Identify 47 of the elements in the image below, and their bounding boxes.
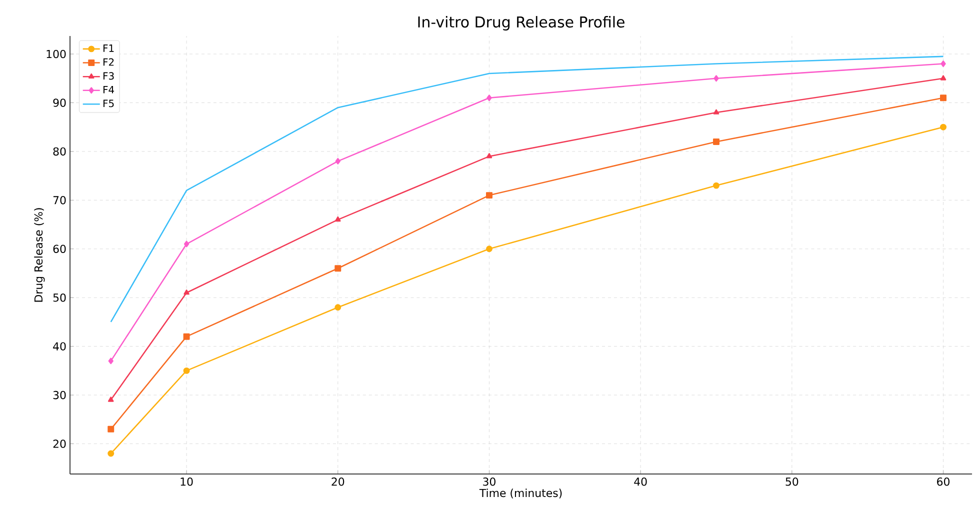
point [183, 333, 190, 340]
point [183, 367, 190, 374]
y-tick-label: 100 [46, 50, 66, 58]
point [108, 358, 114, 364]
x-tick-label: 30 [483, 478, 496, 486]
y-tick-label: 50 [53, 293, 66, 302]
point [940, 94, 946, 102]
point [486, 246, 492, 252]
point [940, 60, 946, 67]
point [713, 138, 720, 145]
x-tick-label: 10 [180, 478, 193, 486]
y-tick-label: 30 [53, 390, 66, 400]
x-tick-label: 40 [634, 478, 647, 486]
x-tick-label: 60 [937, 478, 950, 486]
point [486, 192, 492, 199]
point [334, 216, 341, 222]
point [940, 124, 946, 130]
point [714, 75, 719, 82]
legend-label: F4 [103, 86, 114, 94]
y-tick-label: 40 [53, 342, 66, 350]
legend-label: F5 [103, 100, 114, 108]
point [486, 94, 492, 102]
point [486, 153, 492, 158]
legend-label: F3 [103, 72, 114, 80]
y-tick-label: 60 [53, 244, 66, 254]
point [334, 304, 342, 311]
y-tick-label: 20 [53, 440, 66, 448]
point [184, 240, 190, 248]
y-tick-label: 90 [53, 98, 66, 107]
y-tick-label: 70 [53, 196, 66, 204]
point [335, 158, 340, 164]
y-axis-title: Drug Release (%) [34, 208, 45, 302]
legend-label: F2 [103, 58, 114, 66]
legend-label: F1 [103, 44, 114, 52]
point [940, 75, 946, 80]
point [108, 450, 114, 457]
y-tick-label: 80 [53, 147, 66, 156]
point [334, 265, 342, 272]
x-axis-title: Time (minutes) [479, 488, 562, 498]
point [713, 182, 720, 189]
chart-title: In-vitro Drug Release Profile [418, 16, 624, 30]
point [184, 290, 190, 295]
point [713, 109, 720, 114]
x-tick-label: 20 [332, 478, 344, 486]
x-tick-label: 50 [786, 478, 798, 486]
point [108, 396, 114, 402]
point [108, 426, 114, 432]
